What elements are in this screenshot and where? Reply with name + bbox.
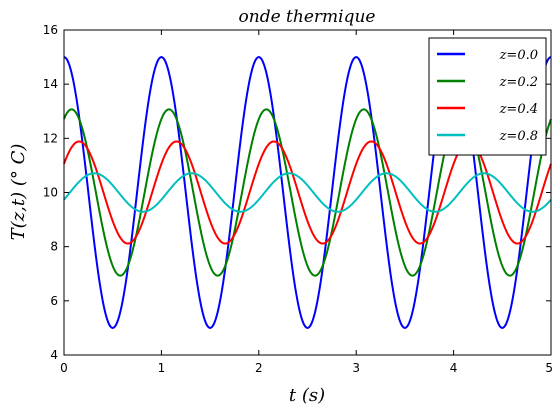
legend-label-1: z=0.2 [499,75,538,90]
legend-label-0: z=0.0 [499,48,538,63]
legend: z=0.0 z=0.2 z=0.4 z=0.8 [428,37,547,156]
legend-label-3: z=0.8 [499,129,538,144]
x-tick-label: 2 [255,361,263,375]
y-tick-label: 14 [43,77,58,91]
legend-label-2: z=0.4 [499,102,538,117]
y-tick-label: 6 [50,294,58,308]
y-axis-label: T(z,t) (° C) [8,144,29,241]
y-tick-label: 10 [43,186,58,200]
y-tick-label: 4 [50,348,58,362]
x-tick-label: 0 [60,361,68,375]
x-tick-label: 3 [352,361,360,375]
y-tick-label: 12 [43,131,58,145]
x-tick-label: 5 [545,361,553,375]
y-tick-label: 8 [50,240,58,254]
x-tick-label: 4 [450,361,458,375]
y-tick-label: 16 [43,23,58,37]
x-tick-label: 1 [158,361,166,375]
chart-title: onde thermique [239,7,376,27]
series-line-3 [63,172,552,213]
x-axis-label: t (s) [289,385,325,406]
